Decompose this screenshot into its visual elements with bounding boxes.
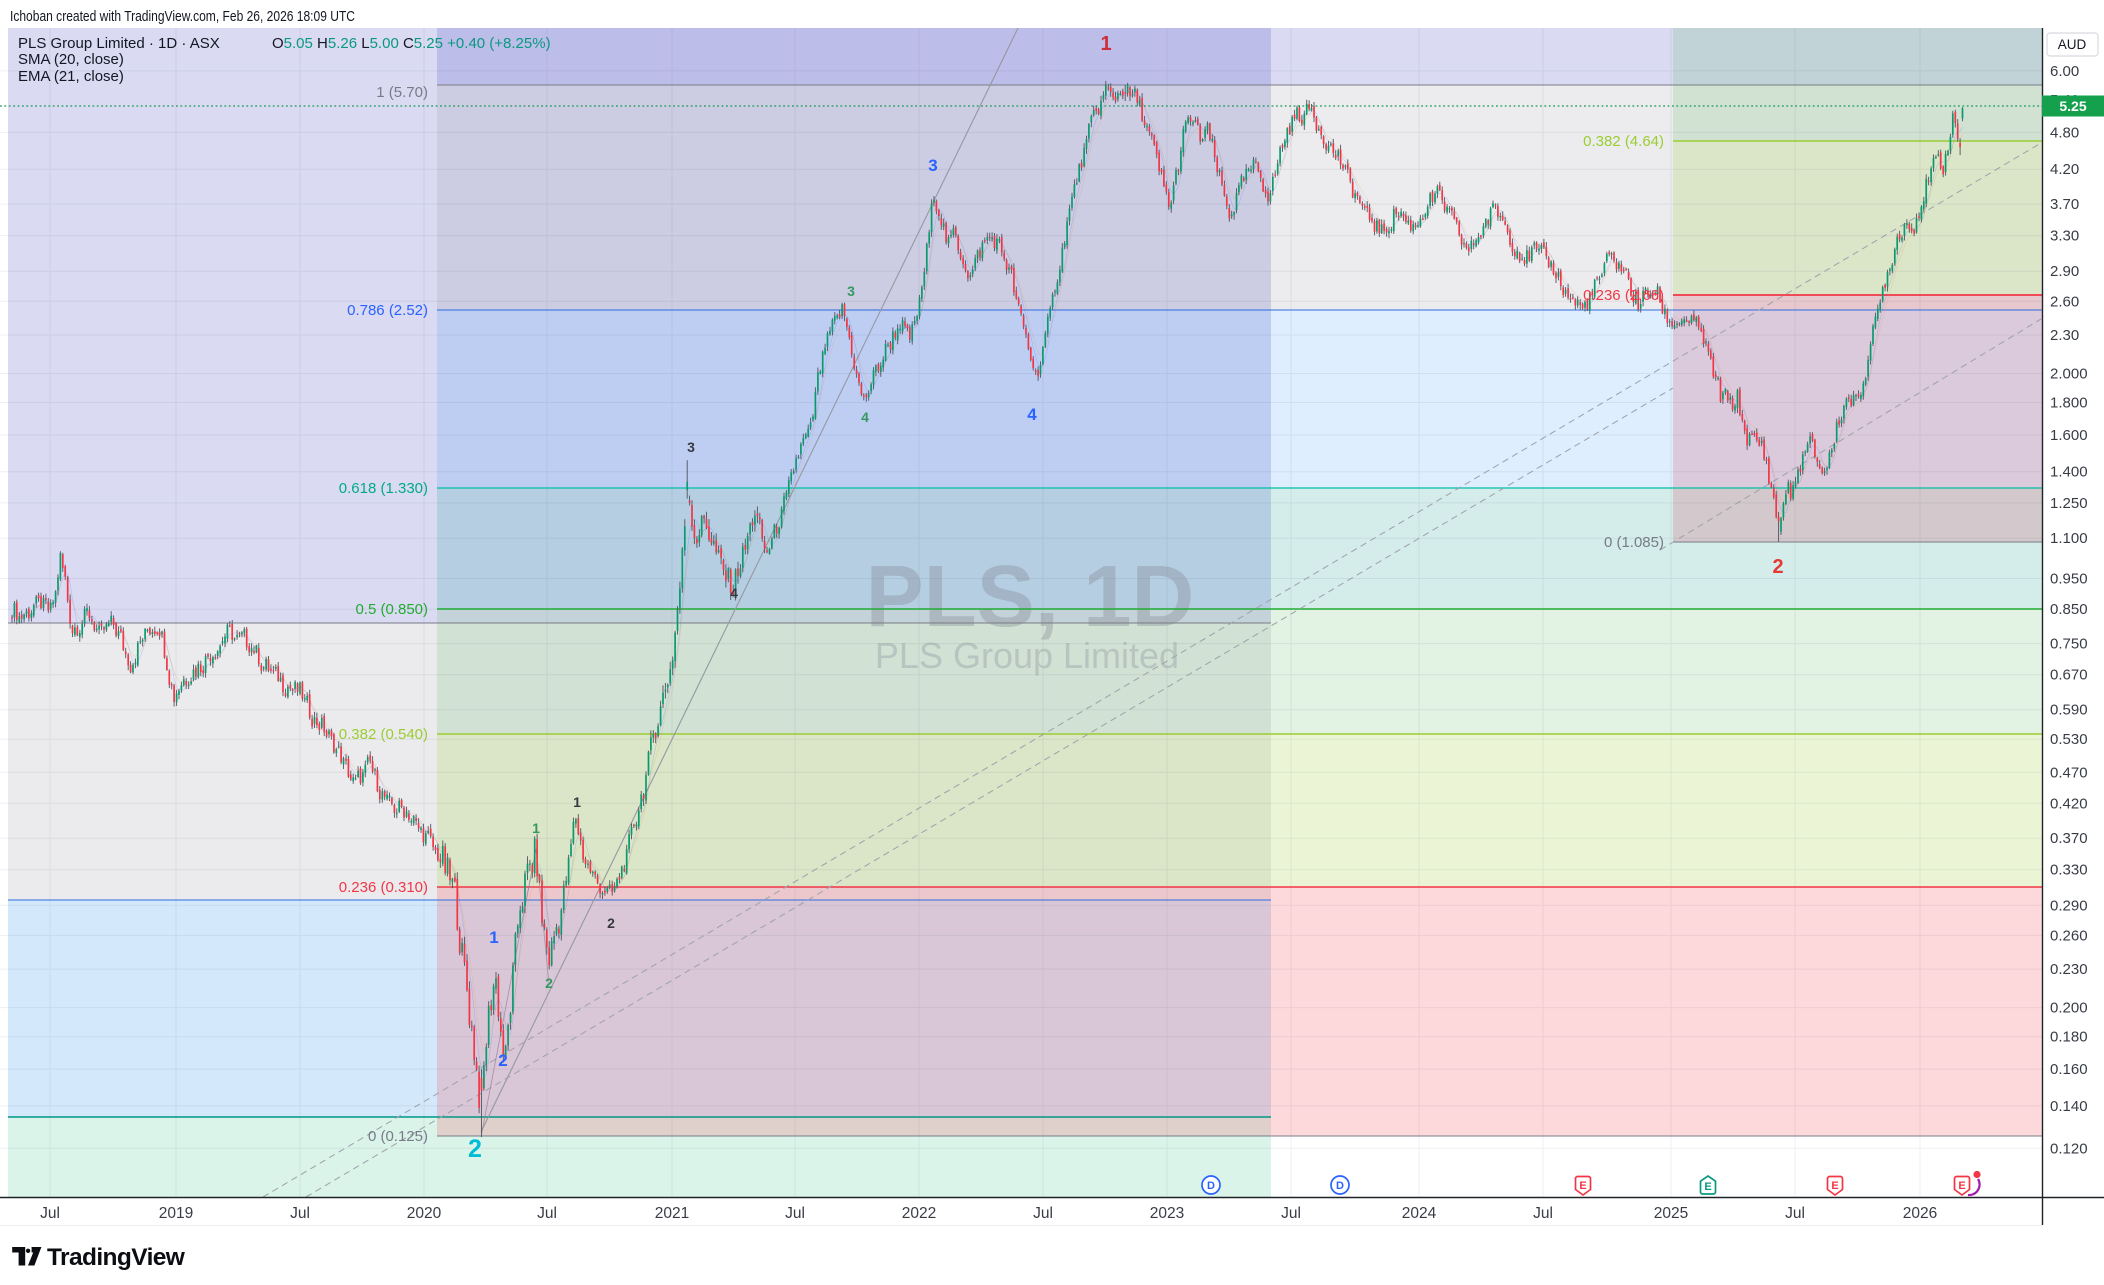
svg-text:SMA (20, close): SMA (20, close) (18, 51, 124, 68)
svg-text:1.600: 1.600 (2050, 427, 2088, 444)
svg-text:1: 1 (532, 820, 540, 836)
svg-text:2023: 2023 (1150, 1205, 1184, 1222)
svg-text:Jul: Jul (40, 1205, 60, 1222)
svg-text:0.140: 0.140 (2050, 1098, 2088, 1115)
svg-text:3: 3 (928, 156, 937, 175)
svg-text:TradingView: TradingView (47, 1244, 186, 1271)
svg-text:Jul: Jul (1785, 1205, 1805, 1222)
svg-text:0.290: 0.290 (2050, 897, 2088, 914)
svg-text:1: 1 (489, 928, 498, 947)
svg-text:E: E (1958, 1180, 1965, 1192)
svg-text:3: 3 (847, 283, 855, 299)
svg-text:2.000: 2.000 (2050, 366, 2088, 383)
svg-text:0.786 (2.52): 0.786 (2.52) (347, 302, 428, 319)
svg-text:0.160: 0.160 (2050, 1061, 2088, 1078)
svg-text:0.236 (2.66): 0.236 (2.66) (1583, 287, 1664, 304)
svg-text:Jul: Jul (1533, 1205, 1553, 1222)
svg-text:E: E (1704, 1181, 1711, 1193)
svg-text:PLS Group Limited: PLS Group Limited (875, 635, 1179, 676)
svg-text:2.60: 2.60 (2050, 293, 2079, 310)
svg-text:0.120: 0.120 (2050, 1140, 2088, 1157)
svg-text:0.382 (4.64): 0.382 (4.64) (1583, 133, 1664, 150)
svg-text:0.200: 0.200 (2050, 1000, 2088, 1017)
svg-text:PLS Group Limited · 1D · ASX: PLS Group Limited · 1D · ASX (18, 35, 220, 52)
svg-text:2019: 2019 (159, 1205, 193, 1222)
svg-text:1.800: 1.800 (2050, 395, 2088, 412)
svg-text:0.670: 0.670 (2050, 667, 2088, 684)
svg-text:0.370: 0.370 (2050, 830, 2088, 847)
svg-text:0.530: 0.530 (2050, 731, 2088, 748)
svg-text:Jul: Jul (537, 1205, 557, 1222)
svg-text:0.420: 0.420 (2050, 795, 2088, 812)
svg-text:O5.05 H5.26 L5.00 C5.25 +0.40: O5.05 H5.26 L5.00 C5.25 +0.40 (+8.25%) (272, 35, 551, 52)
svg-text:E: E (1579, 1180, 1586, 1192)
svg-text:2: 2 (498, 1051, 507, 1070)
svg-text:0.180: 0.180 (2050, 1029, 2088, 1046)
svg-text:0.950: 0.950 (2050, 571, 2088, 588)
svg-text:1.250: 1.250 (2050, 495, 2088, 512)
svg-text:Jul: Jul (290, 1205, 310, 1222)
svg-text:1.400: 1.400 (2050, 464, 2088, 481)
svg-text:0.470: 0.470 (2050, 764, 2088, 781)
svg-text:3.30: 3.30 (2050, 228, 2079, 245)
svg-text:2021: 2021 (655, 1205, 689, 1222)
svg-text:0.5 (0.850): 0.5 (0.850) (355, 601, 428, 618)
svg-text:0.382 (0.540): 0.382 (0.540) (339, 726, 428, 743)
svg-text:0.618 (1.330): 0.618 (1.330) (339, 480, 428, 497)
svg-text:0.330: 0.330 (2050, 862, 2088, 879)
svg-text:0.850: 0.850 (2050, 601, 2088, 618)
svg-text:Ichoban created with TradingVi: Ichoban created with TradingView.com, Fe… (10, 8, 355, 25)
svg-text:1 (5.70): 1 (5.70) (376, 84, 428, 101)
svg-text:2.30: 2.30 (2050, 327, 2079, 344)
svg-text:2: 2 (607, 915, 615, 931)
svg-text:2022: 2022 (902, 1205, 936, 1222)
svg-text:4: 4 (861, 409, 869, 425)
svg-text:0 (0.125): 0 (0.125) (368, 1128, 428, 1145)
svg-text:Jul: Jul (785, 1205, 805, 1222)
svg-text:2: 2 (468, 1135, 482, 1163)
svg-text:2.90: 2.90 (2050, 263, 2079, 280)
svg-text:2025: 2025 (1654, 1205, 1688, 1222)
svg-text:1.100: 1.100 (2050, 530, 2088, 547)
svg-text:2024: 2024 (1402, 1205, 1437, 1222)
svg-text:4: 4 (730, 585, 738, 601)
svg-text:D: D (1336, 1180, 1344, 1192)
svg-text:0 (1.085): 0 (1.085) (1604, 534, 1664, 551)
svg-text:0.590: 0.590 (2050, 702, 2088, 719)
svg-text:4.80: 4.80 (2050, 124, 2079, 141)
svg-text:1: 1 (573, 794, 581, 810)
svg-text:D: D (1207, 1180, 1215, 1192)
svg-text:2026: 2026 (1903, 1205, 1937, 1222)
svg-text:E: E (1831, 1180, 1838, 1192)
svg-text:0.230: 0.230 (2050, 961, 2088, 978)
svg-text:EMA (21, close): EMA (21, close) (18, 68, 124, 85)
svg-text:2: 2 (545, 975, 553, 991)
svg-text:2020: 2020 (407, 1205, 442, 1222)
svg-text:4: 4 (1027, 405, 1037, 424)
svg-text:3: 3 (687, 439, 695, 455)
svg-text:1: 1 (1100, 33, 1111, 55)
svg-text:2: 2 (1772, 556, 1783, 578)
svg-text:Jul: Jul (1281, 1205, 1301, 1222)
svg-text:6.00: 6.00 (2050, 63, 2079, 80)
svg-text:0.260: 0.260 (2050, 927, 2088, 944)
svg-text:0.236 (0.310): 0.236 (0.310) (339, 879, 428, 896)
svg-text:5.25: 5.25 (2059, 98, 2086, 114)
svg-text:0.750: 0.750 (2050, 636, 2088, 653)
svg-text:Jul: Jul (1033, 1205, 1053, 1222)
svg-text:4.20: 4.20 (2050, 161, 2079, 178)
svg-text:AUD: AUD (2058, 37, 2087, 52)
svg-text:PLS, 1D: PLS, 1D (866, 548, 1195, 645)
svg-text:3.70: 3.70 (2050, 196, 2079, 213)
